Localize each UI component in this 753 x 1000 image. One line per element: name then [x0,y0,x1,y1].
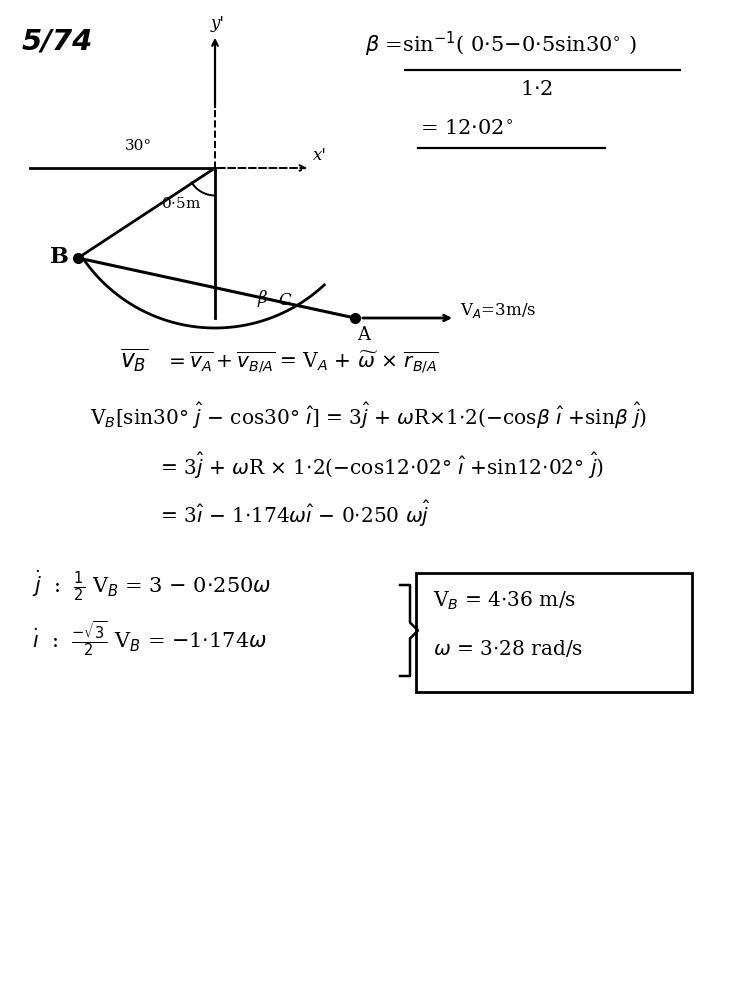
Text: β: β [258,290,267,307]
Text: C: C [278,292,291,309]
Text: $\beta$ =sin$^{-1}$( 0$\cdot$5$-$0$\cdot$5sin30$^{\circ}$ ): $\beta$ =sin$^{-1}$( 0$\cdot$5$-$0$\cdot… [365,30,637,59]
Text: y': y' [211,15,225,32]
Text: V$_A$=3m/s: V$_A$=3m/s [460,301,536,320]
Text: $\overline{v_B}$: $\overline{v_B}$ [120,347,148,374]
Text: $\omega$ = 3$\cdot$28 rad/s: $\omega$ = 3$\cdot$28 rad/s [433,638,584,659]
Text: $= \overline{v_A} + \overline{v_{B/A}}$ = V$_A$ + $\widetilde{\omega}$ $\times$ : $= \overline{v_A} + \overline{v_{B/A}}$ … [165,349,438,375]
Text: x': x' [313,147,327,164]
Text: 0$\cdot$5m: 0$\cdot$5m [161,196,202,211]
Text: B: B [50,246,69,268]
Text: 1$\cdot$2: 1$\cdot$2 [520,80,553,99]
Text: $\dot{j}$  :  $\frac{1}{2}$ V$_B$ = 3 $-$ 0$\cdot$250$\omega$: $\dot{j}$ : $\frac{1}{2}$ V$_B$ = 3 $-$ … [32,568,271,603]
Text: = 12$\cdot$02$^{\circ}$: = 12$\cdot$02$^{\circ}$ [420,120,513,139]
Text: 30°: 30° [125,139,152,153]
FancyBboxPatch shape [416,573,692,692]
Text: = 3$\hat{\imath}$ $-$ 1$\cdot$174$\omega\hat{\imath}$ $-$ 0$\cdot$250 $\omega\ha: = 3$\hat{\imath}$ $-$ 1$\cdot$174$\omega… [160,499,431,529]
Text: 5/74: 5/74 [22,28,93,56]
Text: V$_B$[sin30$°$ $\hat{j}$ $-$ cos30$°$ $\hat{\imath}$] = 3$\hat{j}$ + $\omega$R$\: V$_B$[sin30$°$ $\hat{j}$ $-$ cos30$°$ $\… [90,401,647,431]
Text: $\dot{\imath}$  :  $\frac{-\sqrt{3}}{2}$ V$_B$ = $-$1$\cdot$174$\omega$: $\dot{\imath}$ : $\frac{-\sqrt{3}}{2}$ V… [32,619,267,658]
Text: A: A [357,326,370,344]
Text: V$_B$ = 4$\cdot$36 m/s: V$_B$ = 4$\cdot$36 m/s [433,590,576,612]
Text: = 3$\hat{j}$ + $\omega$R $\times$ 1$\cdot$2($-$cos12$\cdot$02$°$ $\hat{\imath}$ : = 3$\hat{j}$ + $\omega$R $\times$ 1$\cdo… [160,451,604,481]
